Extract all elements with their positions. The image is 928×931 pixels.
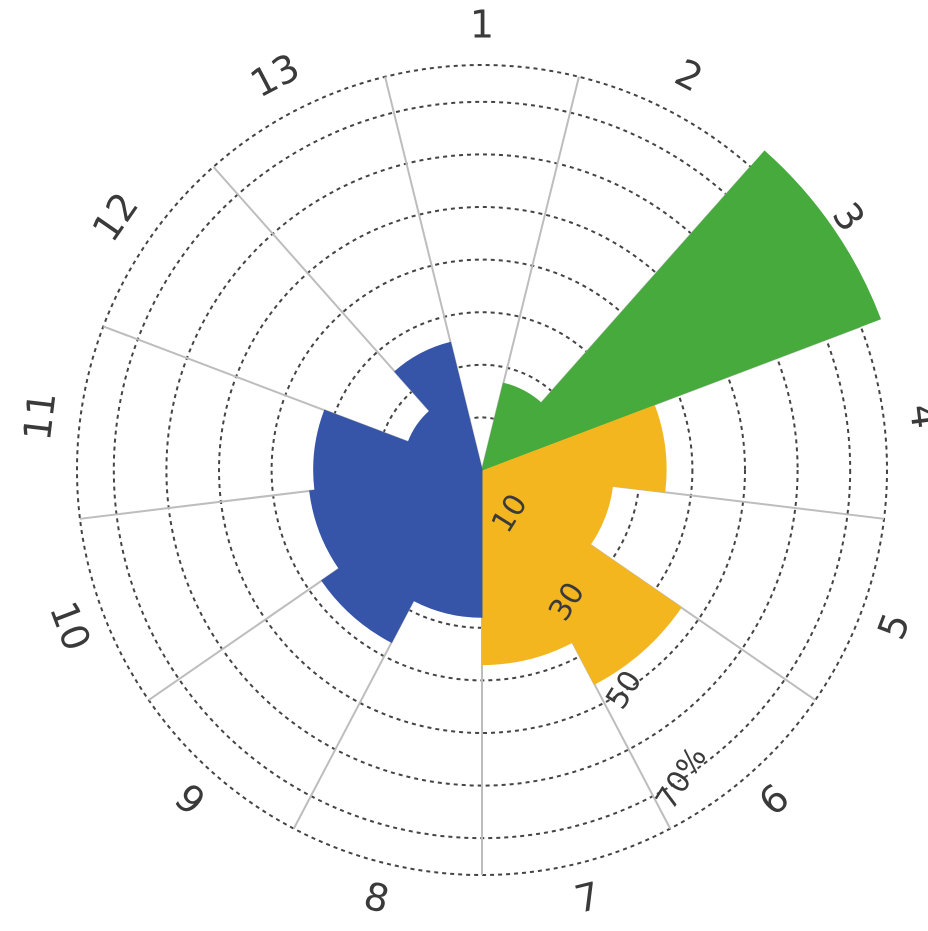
category-label-2: 2: [668, 50, 710, 100]
category-label-1: 1: [470, 3, 494, 47]
category-label-13: 13: [243, 45, 306, 106]
bars: [309, 150, 881, 685]
category-label-4: 4: [901, 402, 928, 431]
bar-13: [394, 341, 483, 471]
bar-3: [481, 150, 881, 471]
category-label-8: 8: [360, 873, 394, 922]
category-label-5: 5: [869, 607, 919, 645]
tick-label-70: 70%: [649, 741, 714, 816]
category-label-11: 11: [15, 390, 65, 443]
grid-ring-50: [218, 206, 746, 734]
grid-ring-60: [165, 153, 799, 787]
bar-7: [481, 469, 574, 666]
category-label-10: 10: [41, 596, 99, 657]
bar-9: [321, 469, 483, 643]
bar-6: [481, 469, 682, 685]
category-label-12: 12: [84, 185, 148, 250]
bar-11: [313, 409, 483, 491]
category-label-9: 9: [166, 775, 213, 824]
category-label-7: 7: [570, 873, 604, 922]
category-label-6: 6: [750, 775, 797, 824]
bar-10: [309, 469, 483, 570]
